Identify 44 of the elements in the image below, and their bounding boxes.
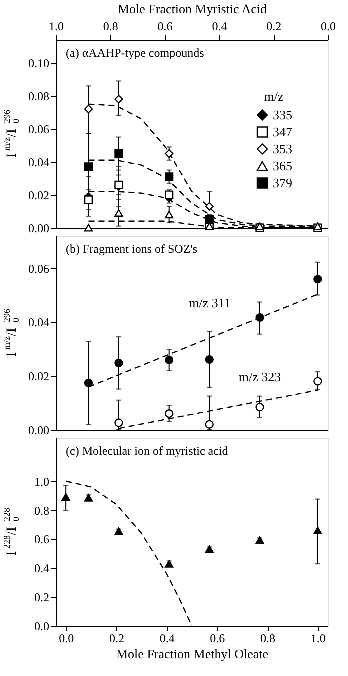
y-tick-label: 0.4 (34, 562, 50, 576)
x2-tick-label: 0.0 (321, 20, 336, 34)
y-tick-label: 0.00 (28, 424, 50, 438)
legend-label: 353 (273, 141, 292, 156)
legend-label: 365 (273, 158, 292, 174)
x-tick-label: 0.2 (109, 632, 124, 646)
y-tick-label: 0.08 (28, 90, 50, 104)
y-tick-label: 0.02 (28, 370, 50, 384)
text: m/z 323 (238, 369, 282, 384)
text: (b) Fragment ions of SOZ's (66, 242, 198, 256)
x-tick-label: 0.8 (260, 632, 276, 646)
y-tick-label: 0.8 (34, 504, 50, 518)
x2-axis-title: Mole Fraction Myristic Acid (118, 2, 268, 16)
x2-tick-label: 0.4 (212, 20, 228, 34)
y-axis-title: Im/z/I0296 (2, 308, 21, 357)
y-tick-label: 0.06 (28, 262, 50, 276)
x2-tick-label: 0.8 (103, 20, 118, 34)
legend-label: 335 (273, 107, 292, 122)
x-tick-label: 0.0 (59, 632, 74, 646)
y-axis-title: I228/I0228 (2, 508, 21, 556)
y-tick-label: 0.04 (28, 316, 50, 330)
y-tick-label: 0.02 (28, 188, 50, 203)
y-tick-label: 0.00 (28, 222, 50, 236)
y-tick-label: 1.0 (34, 474, 50, 489)
x-tick-label: 0.6 (210, 632, 226, 646)
text: m/z 311 (189, 296, 231, 311)
legend-label: 347 (273, 124, 293, 140)
y-tick-label: 0.06 (28, 122, 50, 137)
text: (a) αAAHP-type compounds (66, 46, 205, 60)
x-tick-label: 1.0 (310, 632, 326, 646)
y-tick-label: 0.2 (34, 590, 50, 605)
legend-title: m/z (264, 88, 284, 104)
x2-tick-label: 0.2 (266, 20, 282, 34)
y-axis-title: Im/z/I0296 (2, 110, 21, 158)
y-tick-label: 0.6 (34, 532, 50, 547)
legend-label: 379 (273, 175, 292, 190)
y-tick-label: 0.04 (28, 156, 50, 170)
y-tick-label: 0.10 (28, 56, 50, 71)
x-axis-title: Mole Fraction Methyl Oleate (116, 646, 269, 662)
y-tick-label: 0.0 (34, 620, 50, 634)
x2-tick-label: 1.0 (49, 20, 64, 34)
x2-tick-label: 0.6 (158, 20, 173, 34)
text: (c) Molecular ion of myristic acid (66, 444, 228, 458)
x-tick-label: 0.4 (160, 632, 175, 646)
